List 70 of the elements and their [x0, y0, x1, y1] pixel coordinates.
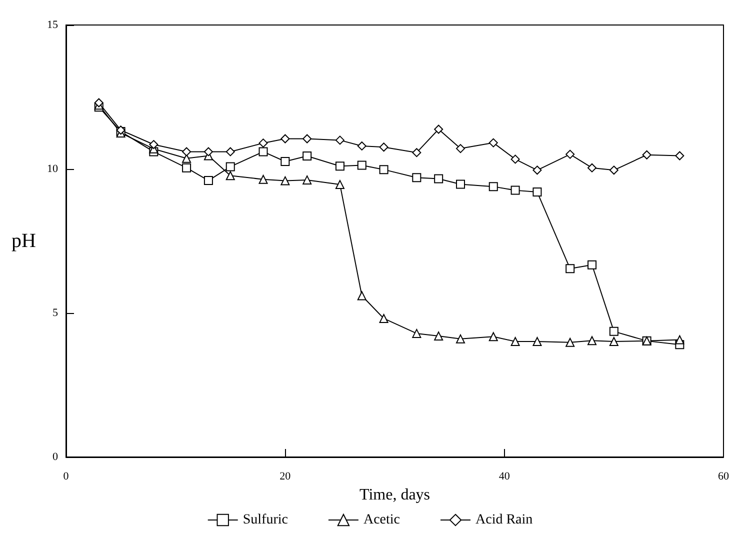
point — [675, 151, 684, 160]
legend-label: Sulfuric — [242, 512, 288, 528]
point — [434, 124, 444, 134]
point — [226, 147, 235, 156]
point — [642, 150, 652, 160]
point — [412, 173, 422, 182]
point — [609, 326, 618, 336]
point — [412, 148, 422, 158]
x-tick-label: 60 — [718, 470, 730, 482]
point — [510, 186, 520, 195]
point — [456, 334, 465, 344]
x-tick-label: 20 — [280, 470, 292, 482]
point — [510, 337, 520, 346]
point — [434, 174, 444, 184]
point — [149, 140, 158, 150]
y-tick-label: 10 — [47, 163, 58, 175]
point — [456, 144, 465, 154]
point — [532, 188, 542, 197]
point — [335, 162, 344, 171]
point — [280, 157, 290, 166]
point — [379, 142, 388, 152]
point — [182, 147, 192, 156]
y-tick-label: 15 — [47, 19, 58, 31]
point — [532, 337, 542, 346]
point — [357, 291, 366, 300]
y-tick-label: 0 — [52, 451, 58, 463]
point — [280, 176, 290, 186]
point — [335, 180, 344, 190]
x-axis-title: Time, days — [359, 486, 430, 504]
point — [357, 141, 366, 150]
point — [675, 335, 684, 344]
point — [566, 264, 575, 274]
y-tick-label: 5 — [52, 307, 58, 319]
point — [588, 163, 596, 172]
point — [488, 332, 498, 342]
point — [588, 336, 596, 346]
point — [280, 134, 290, 144]
point — [204, 147, 213, 156]
point — [379, 165, 388, 174]
point — [588, 260, 596, 270]
point — [302, 134, 312, 144]
point — [566, 150, 575, 159]
point — [302, 152, 312, 161]
point — [532, 166, 542, 175]
y-axis-title: pH — [12, 230, 36, 252]
point — [94, 98, 104, 108]
point — [412, 328, 422, 338]
point — [226, 162, 235, 172]
point — [258, 138, 268, 148]
x-tick-label: 40 — [498, 470, 510, 482]
point — [488, 138, 498, 148]
point — [335, 136, 344, 145]
point — [379, 314, 388, 323]
legend-label: Acetic — [363, 512, 400, 528]
x-tick-label: 0 — [63, 470, 70, 482]
point — [204, 176, 213, 186]
legend-label: Acid Rain — [475, 512, 533, 528]
point — [258, 174, 268, 184]
point — [609, 166, 618, 175]
point — [488, 182, 498, 192]
point — [226, 171, 235, 180]
point — [182, 163, 192, 172]
point — [434, 332, 444, 341]
point — [357, 160, 366, 170]
point — [609, 337, 618, 346]
point — [302, 175, 312, 184]
point — [566, 338, 575, 347]
point — [258, 147, 268, 156]
point — [456, 180, 465, 189]
point — [510, 154, 520, 164]
